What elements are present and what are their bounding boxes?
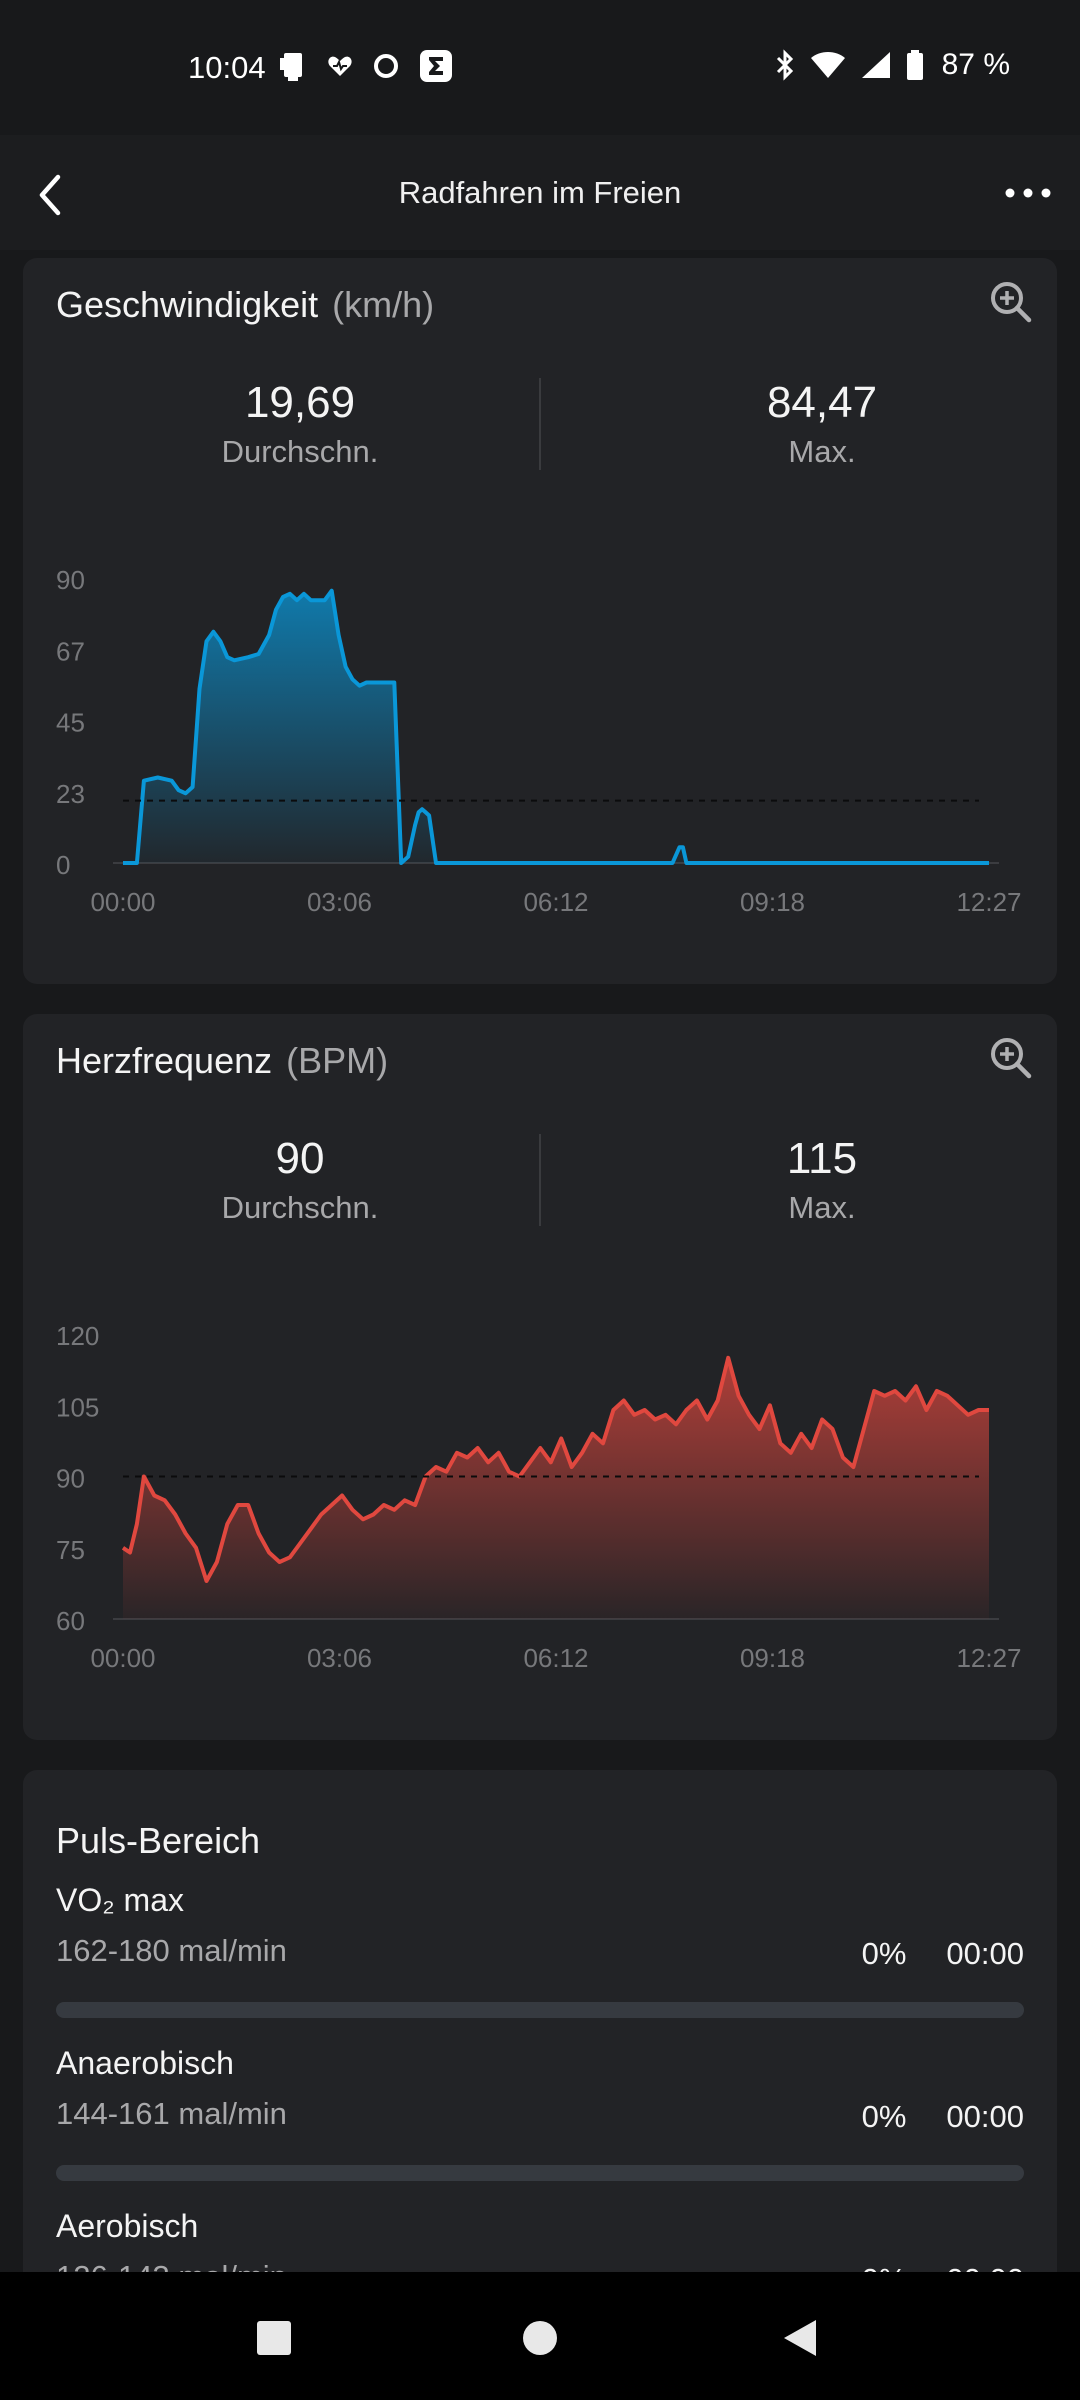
back-nav-button[interactable]	[772, 2308, 832, 2368]
speed-zoom-button[interactable]	[987, 278, 1035, 326]
heart-y-tick: 120	[56, 1321, 99, 1351]
system-icons: 87 %	[774, 48, 1010, 82]
heart-y-tick: 90	[56, 1464, 85, 1494]
device-icon	[280, 53, 302, 81]
back-button[interactable]	[30, 165, 90, 225]
heart-max-value: 115	[786, 1134, 858, 1183]
zone-time: 00:00	[946, 1936, 1024, 1971]
speed-avg-label: Durchschn.	[221, 434, 379, 469]
speed-unit: (km/h)	[332, 284, 435, 325]
speed-max-value: 84,47	[766, 378, 878, 427]
pulse-zones-card: Puls-Bereich VO₂ max 162-180 mal/min 0% 0…	[23, 1770, 1057, 2297]
heart-x-tick: 12:27	[956, 1643, 1021, 1673]
zone-name: Anaerobisch	[56, 2045, 234, 2081]
zone-progress-bar	[56, 2002, 1024, 2018]
battery-icon	[906, 50, 923, 80]
speed-max: 84,47 Max.	[657, 378, 987, 470]
heart-y-tick: 75	[56, 1535, 85, 1565]
zone-time: 00:00	[946, 2099, 1024, 2134]
signal-icon	[861, 52, 890, 78]
heart-zoom-button[interactable]	[987, 1034, 1035, 1082]
speed-x-tick: 00:00	[90, 887, 155, 917]
heart-unit: (BPM)	[286, 1040, 389, 1081]
app-header: Radfahren im Freien	[0, 135, 1080, 250]
more-options-button[interactable]	[998, 163, 1058, 223]
zone-percent: 0%	[861, 1936, 907, 1971]
speed-line	[123, 588, 989, 865]
status-bar: 10:04 87 %	[0, 0, 1080, 135]
back-triangle-icon	[784, 2320, 816, 2356]
speed-max-label: Max.	[788, 434, 856, 469]
speed-x-tick: 09:18	[740, 887, 805, 917]
navigation-bar	[0, 2272, 1080, 2400]
speed-y-tick: 67	[56, 636, 85, 666]
heart-y-tick: 105	[56, 1392, 99, 1422]
zone-name: Aerobisch	[56, 2208, 199, 2244]
wifi-icon	[810, 52, 845, 78]
heart-card: Herzfrequenz (BPM) 90 Durchschn. 115 Max.…	[23, 1014, 1057, 1740]
heart-max-label: Max.	[788, 1190, 856, 1225]
speed-card: Geschwindigkeit (km/h) 19,69 Durchschn. 8…	[23, 258, 1057, 984]
zoom-in-icon	[991, 1038, 1032, 1079]
zone-name: VO₂ max	[56, 1882, 184, 1918]
pulse-zones-title: Puls-Bereich	[56, 1820, 261, 1861]
heart-area	[123, 1357, 989, 1619]
heart-x-tick: 06:12	[523, 1643, 588, 1673]
heart-x-tick: 09:18	[740, 1643, 805, 1673]
speed-y-tick: 23	[56, 779, 85, 809]
speed-title-text: Geschwindigkeit	[56, 284, 319, 325]
speed-area	[123, 590, 989, 863]
zoom-in-icon	[991, 282, 1032, 323]
notification-icons	[278, 48, 454, 84]
home-button[interactable]	[510, 2308, 570, 2368]
zone-anaerobic: Anaerobisch 144-161 mal/min 0% 00:00	[56, 2045, 1024, 2181]
stat-divider	[539, 1134, 541, 1226]
zone-stats: 0% 00:00	[862, 2099, 1024, 2135]
heart-x-tick: 00:00	[90, 1643, 155, 1673]
heart-title: Herzfrequenz (BPM)	[56, 1040, 388, 1082]
battery-percent: 87 %	[941, 48, 1010, 81]
heart-max: 115 Max.	[657, 1134, 987, 1226]
heart-avg-label: Durchschn.	[221, 1190, 379, 1225]
recents-button[interactable]	[244, 2308, 304, 2368]
speed-avg: 19,69 Durchschn.	[135, 378, 465, 470]
speed-title: Geschwindigkeit (km/h)	[56, 284, 434, 326]
back-arrow-icon	[39, 174, 61, 216]
heart-title-text: Herzfrequenz	[56, 1040, 273, 1081]
zone-progress-bar	[56, 2165, 1024, 2181]
home-circle-icon	[523, 2321, 557, 2355]
heart-y-tick: 60	[56, 1606, 85, 1636]
speed-y-tick: 45	[56, 708, 85, 738]
zone-vo2max: VO₂ max 162-180 mal/min 0% 00:00	[56, 1882, 1024, 2018]
heart-icon	[328, 56, 352, 76]
speed-x-tick: 12:27	[956, 887, 1021, 917]
heart-avg-value: 90	[275, 1134, 325, 1183]
speed-y-tick: 0	[56, 850, 70, 880]
heart-avg: 90 Durchschn.	[135, 1134, 465, 1226]
status-time: 10:04	[188, 50, 266, 85]
bluetooth-icon	[776, 49, 793, 81]
zone-range: 162-180 mal/min	[56, 1933, 287, 1968]
speed-chart: 90 67 45 23 0 00:00 03:06 06:12 09:18 12:27	[56, 565, 1022, 917]
sigma-app-icon	[420, 50, 452, 82]
speed-x-tick: 03:06	[307, 887, 372, 917]
square-icon	[257, 2321, 291, 2355]
zone-percent: 0%	[861, 2099, 907, 2134]
speed-avg-value: 19,69	[244, 378, 356, 427]
stat-divider	[539, 378, 541, 470]
speed-x-tick: 06:12	[523, 887, 588, 917]
heart-x-tick: 03:06	[307, 1643, 372, 1673]
heart-line	[121, 1355, 989, 1583]
zone-stats: 0% 00:00	[862, 1936, 1024, 1972]
more-dots-icon	[1005, 188, 1051, 198]
speed-y-tick: 90	[56, 565, 85, 595]
page-title: Radfahren im Freien	[398, 175, 682, 210]
zone-range: 144-161 mal/min	[56, 2096, 287, 2131]
circle-icon	[374, 54, 398, 78]
